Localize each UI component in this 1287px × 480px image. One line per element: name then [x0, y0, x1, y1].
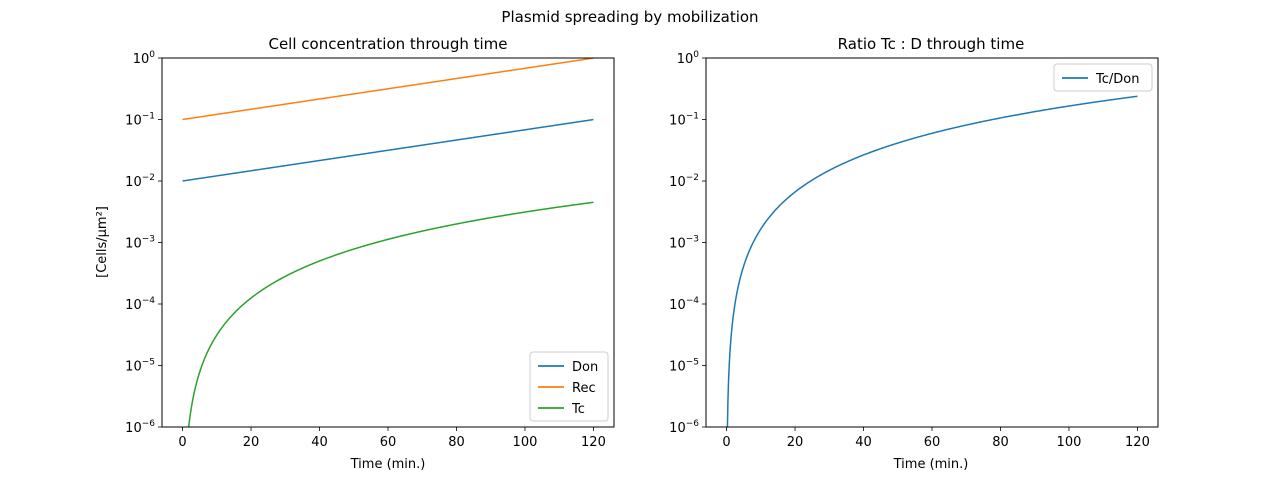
- figure-suptitle: Plasmid spreading by mobilization: [501, 8, 758, 26]
- ratio-chart-xtick-label: 0: [722, 435, 730, 450]
- ratio-chart-legend-label: Tc/Don: [1095, 72, 1139, 87]
- ratio-chart-series-tc-don: [726, 95, 1138, 427]
- ratio-chart-ytick-label: 10−6: [669, 419, 699, 436]
- concentration-chart-ytick-label: 10−2: [125, 173, 155, 190]
- concentration-chart-legend: [529, 351, 609, 422]
- concentration-chart-ytick-label: 10−6: [125, 419, 155, 436]
- ratio-chart-xtick-label: 40: [855, 435, 872, 450]
- concentration-chart-xlabel: Time (min.): [350, 457, 426, 472]
- concentration-chart-legend-label: Rec: [572, 381, 596, 396]
- ratio-chart-ytick-label: 10−2: [669, 173, 699, 190]
- ratio-chart-xtick-label: 20: [787, 435, 804, 450]
- concentration-chart-ytick-label: 10−5: [125, 358, 155, 375]
- concentration-chart-xtick-label: 80: [448, 435, 465, 450]
- concentration-chart-ytick-label: 10−3: [125, 235, 155, 252]
- concentration-chart-ylabel: [Cells/μm²]: [95, 206, 110, 278]
- concentration-chart-xtick-label: 20: [243, 435, 260, 450]
- concentration-chart-series-don: [182, 118, 594, 182]
- concentration-chart-series-rec: [182, 58, 594, 121]
- concentration-chart-xtick-label: 40: [311, 435, 328, 450]
- ratio-chart-xtick-label: 80: [992, 435, 1009, 450]
- concentration-chart-legend-label: Don: [572, 360, 598, 375]
- ratio-chart-xtick-label: 120: [1125, 435, 1150, 450]
- concentration-chart-xtick-label: 100: [513, 435, 538, 450]
- concentration-chart-xtick-label: 0: [178, 435, 186, 450]
- ratio-chart-xlabel: Time (min.): [893, 457, 969, 472]
- ratio-chart-ytick-label: 10−5: [669, 358, 699, 375]
- ratio-chart-frame: [705, 57, 1159, 428]
- ratio-chart-ytick-label: 10−1: [669, 112, 699, 129]
- concentration-chart-legend-label: Tc: [571, 402, 585, 417]
- concentration-chart-ytick-label: 10−4: [125, 296, 155, 313]
- concentration-chart-xtick-label: 60: [380, 435, 397, 450]
- concentration-chart-series-tc: [187, 201, 594, 427]
- concentration-chart-ytick-label: 100: [133, 50, 156, 67]
- ratio-chart: Ratio Tc : D through time 0 20 40 60 80 100 12…: [669, 35, 1159, 472]
- concentration-chart-xtick-label: 120: [581, 435, 606, 450]
- ratio-chart-xtick-label: 100: [1057, 435, 1082, 450]
- ratio-chart-ytick-label: 10−4: [669, 296, 699, 313]
- ratio-chart-ytick-label: 100: [677, 50, 700, 67]
- concentration-chart-ytick-label: 10−1: [125, 112, 155, 129]
- concentration-chart: Cell concentration through time 0 20 40 60 8…: [95, 35, 615, 472]
- ratio-chart-title: Ratio Tc : D through time: [838, 35, 1025, 53]
- concentration-chart-title: Cell concentration through time: [268, 35, 507, 53]
- ratio-chart-ytick-label: 10−3: [669, 235, 699, 252]
- ratio-chart-xtick-label: 60: [924, 435, 941, 450]
- ratio-chart-legend: [1053, 63, 1153, 92]
